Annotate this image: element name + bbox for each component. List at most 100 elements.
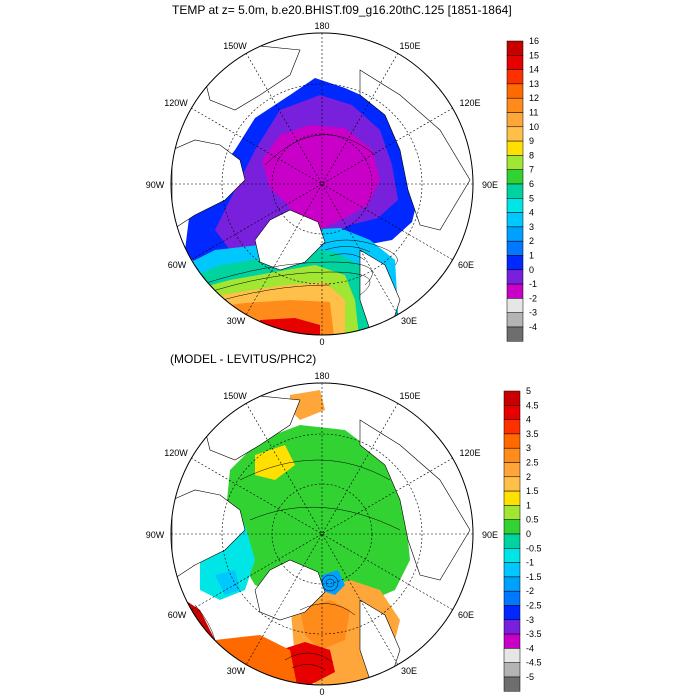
top-colorbar-label: 7 — [529, 165, 534, 175]
top-lon-label: 30W — [227, 316, 246, 326]
bottom-colorbar-cell — [503, 419, 521, 435]
bottom-colorbar-cell — [503, 490, 521, 506]
bottom-colorbar-cell — [503, 648, 521, 663]
bottom-colorbar-cell — [503, 605, 521, 621]
top-lon-labels: 180 150E 120E 90E 60E 30E 0 30W 60W 90W … — [146, 21, 498, 345]
top-colorbar-cell — [506, 226, 524, 242]
bottom-colorbar-label: -4.5 — [526, 658, 542, 668]
bottom-colorbar-label: 1 — [526, 500, 531, 510]
top-lon-label: 60W — [168, 260, 187, 270]
bottom-colorbar-label: 5 — [526, 386, 531, 396]
bottom-colorbar-cell — [503, 505, 521, 520]
top-colorbar-cell — [506, 326, 524, 342]
bottom-colorbar-label: -1.5 — [526, 572, 542, 582]
bottom-colorbar-cell — [503, 590, 521, 606]
bottom-lon-label: 60E — [458, 610, 474, 620]
top-colorbar-label: 12 — [529, 93, 539, 103]
top-colorbar-cell — [506, 69, 524, 85]
bottom-colorbar-label: 3 — [526, 443, 531, 453]
top-colorbar-cell — [506, 240, 524, 256]
bottom-colorbar-cell — [503, 405, 521, 420]
top-lon-label: 0 — [319, 337, 324, 345]
top-colorbar-label: -4 — [529, 322, 537, 332]
bottom-land-canada — [171, 489, 246, 581]
top-colorbar-label: 8 — [529, 150, 534, 160]
top-field-magenta — [262, 125, 380, 230]
top-colorbar-cell — [506, 169, 524, 185]
bottom-field-top-orange — [290, 390, 325, 420]
top-map-panel: 180 150E 120E 90E 60E 30E 0 30W 60W 90W … — [146, 21, 539, 345]
bottom-colorbar-label: -0.5 — [526, 543, 542, 553]
bottom-colorbar-label: 0.5 — [526, 515, 539, 525]
bottom-lon-label: 180 — [314, 371, 329, 381]
top-colorbar-cell — [506, 198, 524, 213]
bottom-colorbar-label: 4 — [526, 415, 531, 425]
bottom-lon-label: 120E — [459, 448, 480, 458]
top-colorbar-label: 1 — [529, 251, 534, 261]
bottom-colorbar: 5 4.5 4 3.5 3 2.5 2 1.5 1 0.5 0 -0.5 -1 -1.5 -2 -2.5 -3 -… — [503, 386, 542, 692]
bottom-colorbar-cell — [503, 633, 521, 649]
top-graticule — [171, 33, 473, 335]
top-colorbar-label: -1 — [529, 279, 537, 289]
top-colorbar-label: -2 — [529, 293, 537, 303]
bottom-colorbar-cell — [503, 533, 521, 549]
top-colorbar-label: 2 — [529, 236, 534, 246]
top-colorbar-cell — [506, 112, 524, 128]
top-colorbar-label: 0 — [529, 265, 534, 275]
top-colorbar-label: 11 — [529, 108, 538, 118]
bottom-colorbar-label: 2.5 — [526, 458, 539, 468]
bottom-land-greenland — [254, 559, 326, 621]
top-lon-label: 150E — [399, 41, 420, 51]
top-colorbar-cell — [506, 126, 524, 142]
bottom-colorbar-cell — [503, 519, 521, 535]
top-lon-label: 120W — [164, 98, 188, 108]
top-colorbar-label: 14 — [529, 65, 539, 75]
bottom-lon-label: 150E — [399, 391, 420, 401]
bottom-colorbar-cell — [503, 676, 521, 692]
bottom-colorbar-label: 2 — [526, 472, 531, 482]
top-map-title: TEMP at z= 5.0m, b.e20.BHIST.f09_g16.20t… — [172, 3, 512, 17]
top-colorbar-label: 4 — [529, 208, 534, 218]
top-colorbar-label: 5 — [529, 193, 534, 203]
bottom-lon-label: 60W — [168, 610, 187, 620]
bottom-colorbar-label: -3.5 — [526, 629, 542, 639]
bottom-field-yellow — [255, 445, 295, 480]
top-lon-label: 90W — [146, 180, 165, 190]
bottom-colorbar-label: -1 — [526, 558, 534, 568]
bottom-field-lightblue — [215, 570, 240, 595]
top-colorbar-cell — [506, 283, 524, 299]
top-colorbar-label: 15 — [529, 50, 539, 60]
bottom-lon-label: 90W — [146, 530, 165, 540]
top-field-band-12 — [180, 300, 335, 335]
bottom-colorbar-cell — [503, 390, 521, 406]
top-colorbar-cell — [506, 183, 524, 199]
top-colorbar-cell — [506, 212, 524, 228]
bottom-colorbar-cell — [503, 548, 521, 563]
top-lon-label: 120E — [459, 98, 480, 108]
bottom-colorbar-cell — [503, 433, 521, 449]
top-colorbar-cell — [506, 312, 524, 328]
bottom-colorbar-cell — [503, 476, 521, 492]
bottom-colorbar-label: 1.5 — [526, 486, 539, 496]
top-land-siberia — [359, 69, 471, 231]
top-lon-label: 60E — [458, 260, 474, 270]
bottom-map-title: (MODEL - LEVITUS/PHC2) — [170, 352, 317, 366]
top-colorbar-label: 10 — [529, 122, 539, 132]
top-lon-label: 180 — [314, 21, 329, 31]
top-colorbar-label: -3 — [529, 308, 537, 318]
bottom-map-boundary — [170, 382, 474, 686]
top-colorbar-cell — [506, 40, 524, 56]
bottom-lon-label: 150W — [223, 391, 247, 401]
top-colorbar-cell — [506, 255, 524, 271]
bottom-lon-label: 30E — [401, 666, 417, 676]
bottom-colorbar-label: -3 — [526, 615, 534, 625]
top-lon-label: 150W — [223, 41, 247, 51]
top-land-greenland — [254, 209, 326, 271]
bottom-colorbar-cell — [503, 619, 521, 635]
bottom-colorbar-label: -2.5 — [526, 601, 542, 611]
bottom-colorbar-label: 0 — [526, 529, 531, 539]
top-colorbar-label: 9 — [529, 136, 534, 146]
bottom-colorbar-cell — [503, 562, 521, 578]
top-colorbar-cell — [506, 298, 524, 313]
bottom-colorbar-label: -2 — [526, 586, 534, 596]
